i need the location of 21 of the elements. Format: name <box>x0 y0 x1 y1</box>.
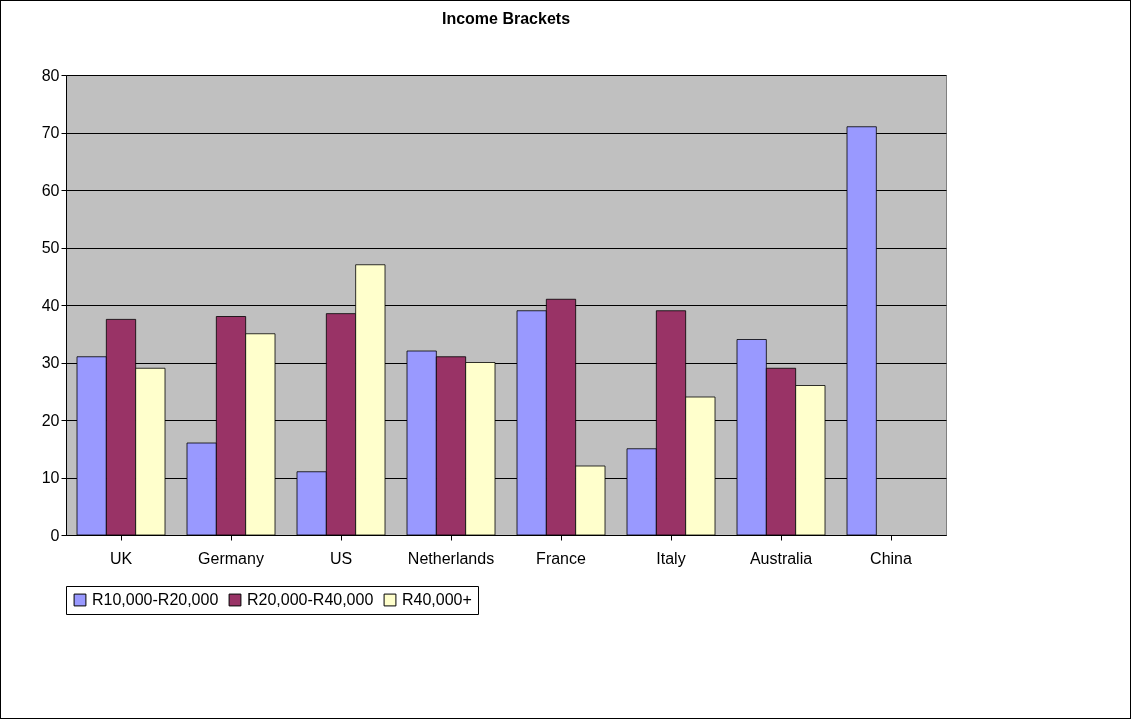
x-tick-label: Netherlands <box>407 549 495 567</box>
x-tick-label: UK <box>109 549 133 567</box>
y-tick-label: 10 <box>41 469 60 486</box>
x-tick-label: US <box>329 549 353 567</box>
y-tick-label: 80 <box>41 66 60 84</box>
y-tick-label: 50 <box>41 239 60 256</box>
y-tick-label: 40 <box>41 296 60 314</box>
legend-label: R10,000-R20,000 <box>92 591 219 608</box>
y-tick-label: 70 <box>41 124 60 141</box>
x-tick-label: France <box>536 549 586 567</box>
x-tick-label: China <box>870 549 912 567</box>
chart-title: Income Brackets <box>441 10 571 27</box>
legend-label: R40,000+ <box>402 591 472 608</box>
y-tick-label: 20 <box>41 411 60 429</box>
y-tick-label: 60 <box>41 181 60 199</box>
y-tick-label: 0 <box>50 526 60 544</box>
legend-label: R20,000-R40,000 <box>247 591 374 608</box>
x-tick-label: Italy <box>656 549 686 567</box>
x-tick-label: Germany <box>198 549 264 567</box>
x-tick-label: Australia <box>749 549 813 567</box>
y-tick-label: 30 <box>41 354 60 371</box>
